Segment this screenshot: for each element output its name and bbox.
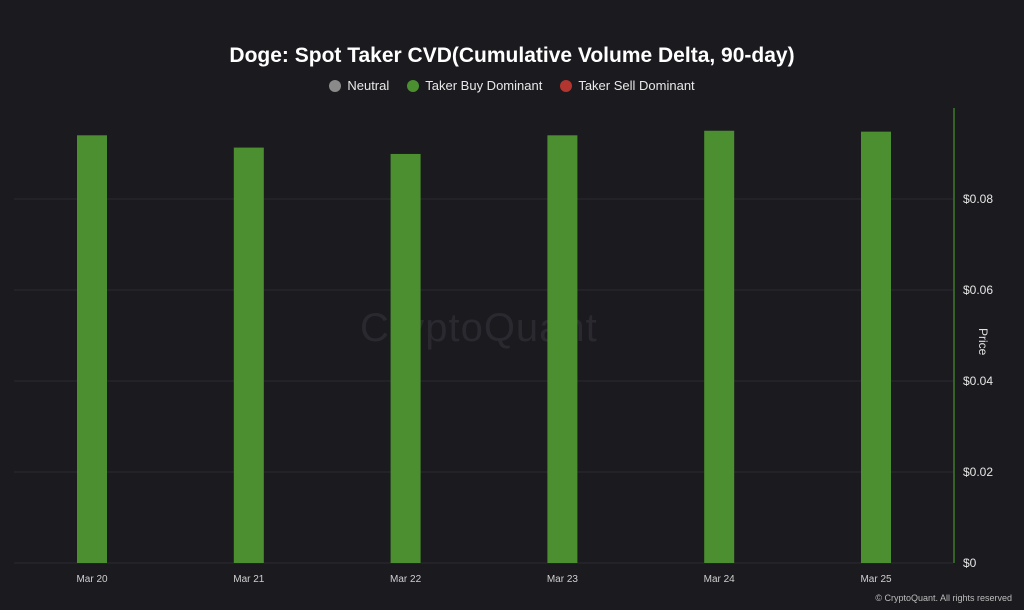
bar	[547, 135, 578, 564]
y-tick-label: $0.08	[963, 192, 993, 206]
x-tick-label: Mar 24	[704, 574, 736, 585]
legend-dot-icon	[407, 79, 420, 92]
bar	[233, 147, 264, 563]
legend-label: Taker Buy Dominant	[425, 78, 543, 93]
chart-title: Doge: Spot Taker CVD(Cumulative Volume D…	[229, 44, 795, 67]
legend-label: Neutral	[347, 78, 390, 93]
x-tick-label: Mar 20	[76, 574, 108, 585]
y-tick-label: $0.06	[963, 283, 993, 297]
bar	[704, 130, 735, 563]
legend-label: Taker Sell Dominant	[578, 78, 695, 93]
x-tick-label: Mar 25	[860, 574, 892, 585]
bar	[861, 131, 891, 563]
x-tick-label: Mar 22	[390, 574, 422, 585]
y-tick-label: $0.04	[963, 374, 993, 388]
legend-dot-icon	[560, 79, 573, 92]
legend-dot-icon	[329, 79, 342, 92]
y-tick-label: $0.02	[963, 465, 993, 479]
chart-legend: Neutral Taker Buy Dominant Taker Sell Do…	[0, 78, 1024, 93]
copyright-text: © CryptoQuant. All rights reserved	[875, 593, 1012, 603]
legend-item-taker-sell[interactable]: Taker Sell Dominant	[560, 78, 695, 93]
y-tick-label: $0	[963, 556, 977, 570]
y-axis-title: Price	[976, 328, 990, 356]
legend-item-neutral[interactable]: Neutral	[329, 78, 389, 93]
legend-item-taker-buy[interactable]: Taker Buy Dominant	[407, 78, 542, 93]
bar	[77, 135, 107, 564]
bar	[390, 153, 421, 563]
x-tick-label: Mar 21	[233, 574, 265, 585]
x-tick-label: Mar 23	[547, 574, 579, 585]
